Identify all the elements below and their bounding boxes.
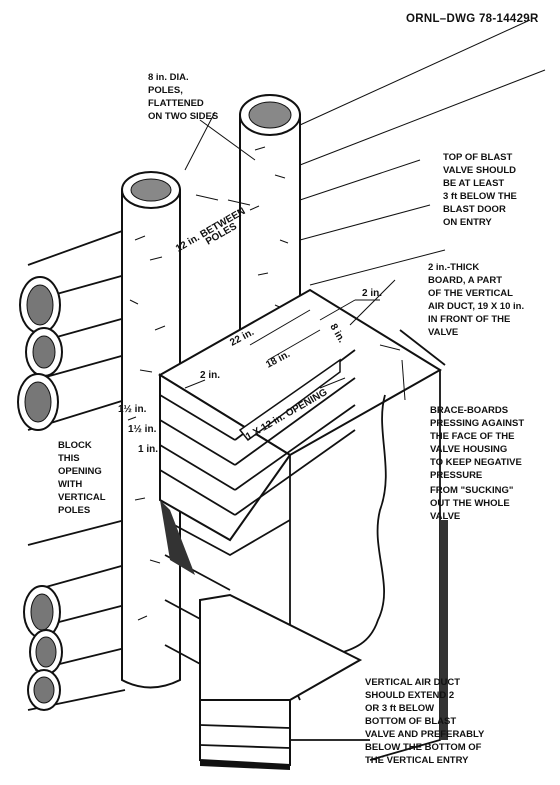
brace-line-5: TO KEEP NEGATIVE xyxy=(430,457,522,468)
dimension-lines xyxy=(184,299,401,389)
air-duct-line-3: OR 3 ft BELOW xyxy=(365,703,434,714)
label-arrows xyxy=(349,279,406,401)
poles-label: 8 in. DIA. POLES, FLATTENED ON TWO SIDES xyxy=(148,72,218,122)
brace-line-8: OUT THE WHOLE xyxy=(430,498,510,509)
dim-two-in-left: 2 in. xyxy=(200,370,220,381)
block-line-3: OPENING xyxy=(58,466,102,477)
air-duct-line-4: BOTTOM OF BLAST xyxy=(365,716,456,727)
top-of-valve-label: TOP OF BLAST VALVE SHOULD BE AT LEAST 3 … xyxy=(443,152,517,228)
dim-one-half-a: 1½ in. xyxy=(118,404,147,415)
brace-line-7: FROM "SUCKING" xyxy=(430,485,513,496)
log-end-1 xyxy=(19,276,61,334)
pole-leaders xyxy=(184,111,256,206)
dim-one-in: 1 in. xyxy=(138,444,158,455)
top-of-valve-line-2: VALVE SHOULD xyxy=(443,165,516,176)
dim-one-half-b: 1½ in. xyxy=(128,424,157,435)
block-line-2: THIS xyxy=(58,453,80,464)
air-duct-line-7: THE VERTICAL ENTRY xyxy=(365,755,469,766)
top-of-valve-line-4: 3 ft BELOW THE xyxy=(443,191,517,202)
brace-line-9: VALVE xyxy=(430,511,460,522)
left-log-wall xyxy=(17,229,126,711)
block-line-1: BLOCK xyxy=(58,440,92,451)
air-duct-line-1: VERTICAL AIR DUCT xyxy=(365,677,460,688)
poles-label-line-2: POLES, xyxy=(148,85,183,96)
block-label: BLOCK THIS OPENING WITH VERTICAL POLES xyxy=(58,440,106,516)
brace-line-3: THE FACE OF THE xyxy=(430,431,514,442)
brace-line-2: PRESSING AGAINST xyxy=(430,418,524,429)
log-end-3 xyxy=(17,373,59,431)
board-line-5: IN FRONT OF THE xyxy=(428,314,510,325)
brace-line-1: BRACE-BOARDS xyxy=(430,405,508,416)
board-line-2: BOARD, A PART xyxy=(428,275,502,286)
poles-label-line-1: 8 in. DIA. xyxy=(148,72,189,83)
valve-housing xyxy=(158,288,448,770)
poles-label-line-4: ON TWO SIDES xyxy=(148,111,218,122)
brace-line-6: PRESSURE xyxy=(430,470,482,481)
top-of-valve-line-1: TOP OF BLAST xyxy=(443,152,513,163)
board-line-1: 2 in.-THICK xyxy=(428,262,479,273)
top-of-valve-line-3: BE AT LEAST xyxy=(443,178,504,189)
poles-label-line-3: FLATTENED xyxy=(148,98,204,109)
log-end-4 xyxy=(23,585,61,639)
air-duct-line-6: BELOW THE BOTTOM OF xyxy=(365,742,482,753)
block-line-6: POLES xyxy=(58,505,90,516)
air-duct-line-2: SHOULD EXTEND 2 xyxy=(365,690,454,701)
dim-two-in-top: 2 in. xyxy=(362,288,382,299)
brace-label: BRACE-BOARDS PRESSING AGAINST THE FACE O… xyxy=(430,405,524,522)
board-label: 2 in.-THICK BOARD, A PART OF THE VERTICA… xyxy=(428,262,524,338)
drawing-number: ORNL–DWG 78-14429R xyxy=(406,13,539,25)
block-line-4: WITH xyxy=(58,479,82,490)
brace-line-4: VALVE HOUSING xyxy=(430,444,507,455)
board-line-3: OF THE VERTICAL xyxy=(428,288,513,299)
log-end-5 xyxy=(29,629,63,675)
board-line-6: VALVE xyxy=(428,327,458,338)
air-duct-line-5: VALVE AND PREFERABLY xyxy=(365,729,485,740)
log-end-6 xyxy=(27,669,61,711)
wall-lines xyxy=(299,19,546,286)
pole-right xyxy=(239,94,301,336)
air-duct-label: VERTICAL AIR DUCT SHOULD EXTEND 2 OR 3 f… xyxy=(365,677,485,766)
block-line-5: VERTICAL xyxy=(58,492,106,503)
log-end-2 xyxy=(25,327,63,377)
top-of-valve-line-6: ON ENTRY xyxy=(443,217,492,228)
top-of-valve-line-5: BLAST DOOR xyxy=(443,204,506,215)
board-line-4: AIR DUCT, 19 X 10 in. xyxy=(428,301,524,312)
pole-left xyxy=(121,171,181,689)
